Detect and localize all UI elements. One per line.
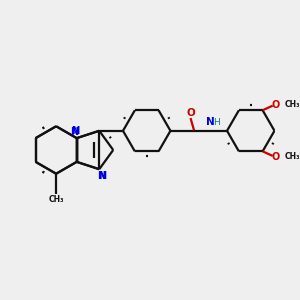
Text: O: O: [186, 108, 195, 118]
Text: N: N: [70, 127, 78, 137]
Text: O: O: [271, 152, 280, 162]
Text: N: N: [97, 172, 105, 182]
Text: CH₃: CH₃: [48, 195, 64, 204]
Text: N: N: [72, 126, 80, 136]
Text: CH₃: CH₃: [284, 100, 300, 109]
Text: CH₃: CH₃: [284, 152, 300, 161]
Text: H: H: [213, 118, 220, 127]
Text: O: O: [271, 100, 280, 110]
Text: N: N: [98, 171, 106, 181]
Text: N: N: [206, 117, 215, 127]
